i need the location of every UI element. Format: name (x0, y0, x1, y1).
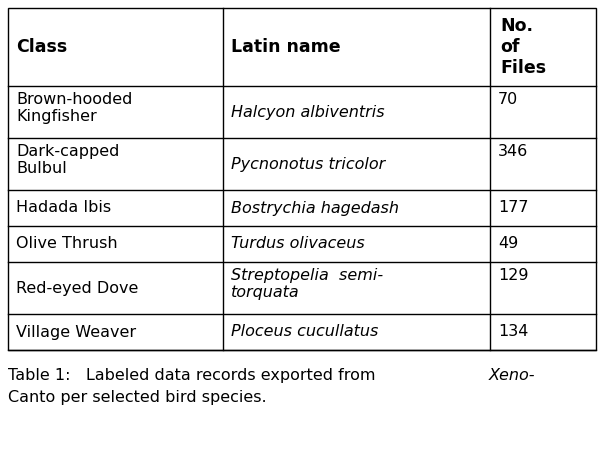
Text: 177: 177 (498, 201, 529, 216)
Text: Halcyon albiventris: Halcyon albiventris (231, 104, 384, 120)
Text: 70: 70 (498, 92, 518, 107)
Text: 346: 346 (498, 144, 529, 159)
Text: No.
of
Files: No. of Files (500, 17, 546, 77)
Text: Pycnonotus tricolor: Pycnonotus tricolor (231, 157, 385, 171)
Text: Xeno-: Xeno- (489, 368, 535, 383)
Text: Ploceus cucullatus: Ploceus cucullatus (231, 325, 378, 339)
Text: Table 1:   Labeled data records exported from: Table 1: Labeled data records exported f… (8, 368, 380, 383)
Text: Canto per selected bird species.: Canto per selected bird species. (8, 390, 267, 405)
Text: Olive Thrush: Olive Thrush (16, 236, 117, 251)
Text: Red-eyed Dove: Red-eyed Dove (16, 280, 138, 295)
Text: Turdus olivaceus: Turdus olivaceus (231, 236, 364, 251)
Bar (8, 8, 596, 350)
Text: Dark-capped
Bulbul: Dark-capped Bulbul (16, 144, 119, 176)
Text: Brown-hooded
Kingfisher: Brown-hooded Kingfisher (16, 92, 132, 125)
Text: Village Weaver: Village Weaver (16, 325, 136, 339)
Text: Hadada Ibis: Hadada Ibis (16, 201, 111, 216)
Text: 129: 129 (498, 268, 529, 283)
Text: Latin name: Latin name (231, 38, 340, 56)
Text: 49: 49 (498, 236, 518, 251)
Text: Streptopelia  semi-
torquata: Streptopelia semi- torquata (231, 268, 383, 300)
Text: 134: 134 (498, 325, 529, 339)
Text: Class: Class (16, 38, 67, 56)
Text: Bostrychia hagedash: Bostrychia hagedash (231, 201, 399, 216)
